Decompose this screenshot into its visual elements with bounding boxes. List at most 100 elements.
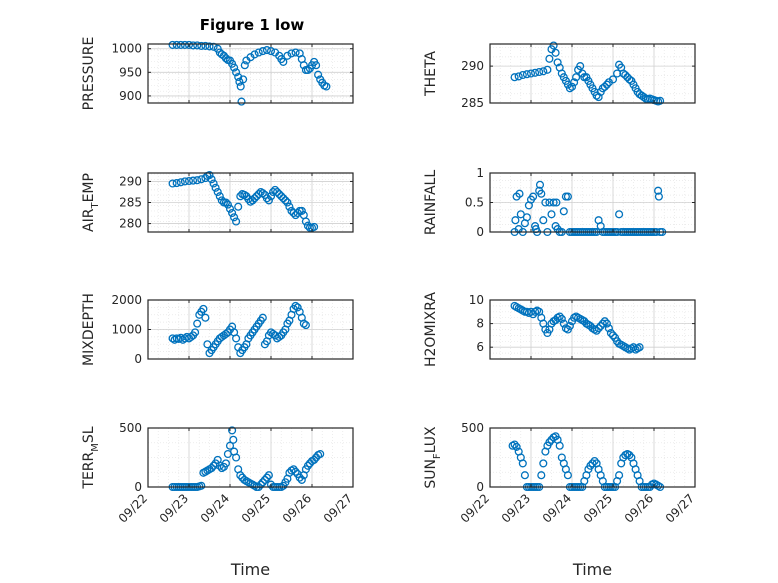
data-point (232, 453, 241, 462)
data-point (531, 68, 540, 77)
data-point (549, 198, 558, 207)
y-axis-label: TERRMSL (81, 426, 101, 489)
data-point (197, 175, 206, 184)
data-point (201, 313, 210, 322)
data-point (240, 190, 249, 199)
data-point (520, 471, 529, 480)
data-point (518, 459, 527, 468)
data-point (515, 189, 524, 198)
x-axis-label: Time (230, 560, 270, 579)
data-point (295, 473, 304, 482)
data-point (293, 303, 302, 312)
data-point (555, 441, 564, 450)
axes-box (147, 43, 354, 104)
data-point (512, 442, 521, 451)
data-point (590, 456, 599, 466)
data-point (213, 187, 222, 197)
x-axis-label: Time (572, 560, 612, 579)
data-point (193, 319, 202, 328)
data-point (537, 471, 546, 480)
data-point (316, 449, 325, 459)
data-point (275, 332, 284, 341)
data-point (221, 198, 230, 207)
data-point (555, 312, 564, 321)
data-point (266, 192, 276, 201)
data-point (279, 194, 288, 203)
data-point (225, 441, 235, 450)
data-point (281, 196, 290, 205)
y-tick-label: 0 (134, 352, 142, 366)
data-point (565, 321, 574, 331)
subplot-h2omixra: 6 8 10 H2OMIXRA (423, 292, 696, 367)
data-point (301, 321, 310, 330)
y-tick-label: 0 (476, 480, 484, 494)
data-point (552, 198, 561, 207)
data-point (598, 319, 607, 328)
data-point (172, 40, 181, 49)
data-point (232, 334, 241, 343)
data-point (275, 190, 284, 199)
y-tick-label: 0 (134, 480, 142, 494)
data-point (197, 41, 206, 50)
data-point (271, 185, 280, 194)
y-tick-label: 500 (119, 421, 142, 435)
subplot-theta: 285 290 THETA (423, 41, 696, 110)
data-point (205, 42, 214, 51)
y-axis-label: MIXDEPTH (81, 293, 97, 366)
axes-box (489, 427, 696, 488)
data-point (228, 426, 237, 435)
data-point (168, 40, 177, 49)
data-point (264, 471, 273, 480)
data-point (273, 187, 282, 197)
data-point (594, 93, 603, 102)
data-point (262, 473, 271, 482)
data-point (201, 41, 210, 50)
data-point (600, 82, 609, 91)
data-point (229, 435, 238, 444)
data-point (260, 475, 269, 484)
data-point (312, 61, 321, 70)
data-point (254, 48, 263, 57)
data-point (529, 192, 538, 201)
data-point (545, 438, 554, 447)
data-point (258, 478, 267, 487)
data-point (511, 216, 520, 225)
data-point (225, 204, 235, 213)
data-point (236, 82, 245, 91)
data-point (570, 78, 579, 87)
data-point (314, 70, 323, 79)
data-point (250, 194, 259, 203)
y-tick-label: 285 (461, 96, 484, 110)
data-point (522, 213, 531, 222)
data-point (199, 304, 208, 313)
data-point (310, 455, 319, 464)
data-point (656, 96, 665, 105)
data-point (184, 176, 194, 186)
data-point (187, 332, 196, 341)
data-point (248, 196, 257, 205)
data-point (567, 82, 577, 91)
data-point (299, 319, 308, 328)
data-point (588, 459, 597, 468)
data-point (518, 70, 527, 80)
data-point (223, 200, 232, 209)
subplot-mixdepth: 0 1000 2000 MIXDEPTH (81, 293, 354, 366)
data-point (539, 216, 548, 225)
data-point (234, 72, 243, 82)
data-point (232, 68, 241, 77)
data-point (207, 464, 216, 473)
data-point (543, 65, 552, 74)
data-point (221, 54, 230, 63)
data-point (301, 217, 310, 226)
data-point (615, 471, 624, 480)
data-point (180, 40, 189, 49)
data-point (211, 183, 220, 192)
data-point (535, 67, 544, 77)
data-point (310, 222, 319, 231)
data-point (526, 69, 536, 78)
y-tick-label: 285 (119, 196, 142, 210)
data-point (279, 57, 288, 66)
data-point (283, 51, 292, 60)
y-tick-label: 1000 (111, 323, 142, 337)
